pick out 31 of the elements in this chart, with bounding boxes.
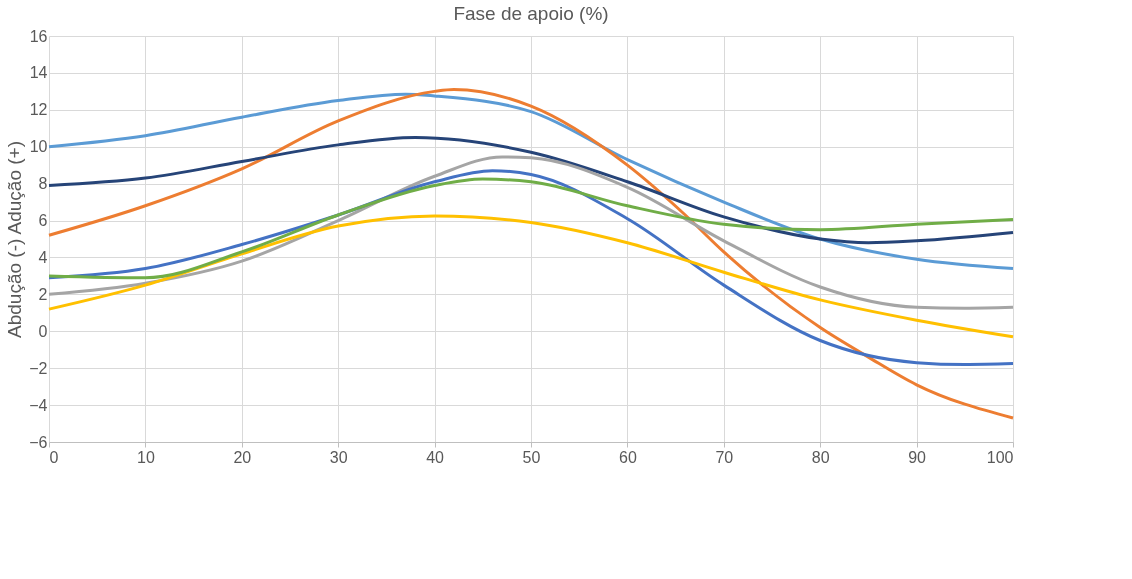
line-series — [47, 177, 1015, 280]
y-tick-label: −4 — [29, 396, 48, 414]
x-tick-label: 20 — [233, 448, 252, 466]
y-tick-label: 0 — [38, 322, 48, 340]
x-tick-label: 60 — [619, 448, 637, 466]
y-tick-label: 14 — [29, 64, 48, 82]
line-series — [47, 92, 1015, 271]
y-axis-title: Abdução (-) Adução (+) — [4, 141, 26, 338]
y-tick-label: −6 — [29, 433, 48, 451]
line-series — [47, 214, 1015, 339]
x-tick-label: 80 — [811, 448, 830, 466]
line-series — [47, 155, 1015, 310]
x-tick-label: 40 — [426, 448, 445, 466]
line-series — [47, 136, 1015, 245]
x-tick-label: 10 — [137, 448, 155, 466]
x-tick-label: 100 — [986, 448, 1014, 466]
y-tick-label: 6 — [38, 212, 48, 230]
x-tick-label: 50 — [522, 448, 541, 466]
y-tick-label: 12 — [29, 101, 48, 119]
line-series — [47, 88, 1015, 420]
x-tick-label: 70 — [715, 448, 734, 466]
y-tick-label: 10 — [29, 138, 48, 156]
x-tick-label: 0 — [49, 448, 59, 466]
chart-title: Fase de apoio (%) — [453, 3, 609, 24]
y-tick-label: 2 — [38, 285, 48, 303]
x-tick-label: 90 — [908, 448, 927, 466]
y-tick-label: 8 — [38, 175, 48, 193]
y-tick-label: 4 — [38, 248, 48, 266]
y-tick-label: −2 — [29, 359, 48, 377]
x-tick-label: 30 — [329, 448, 348, 466]
y-tick-label: 16 — [29, 27, 48, 45]
